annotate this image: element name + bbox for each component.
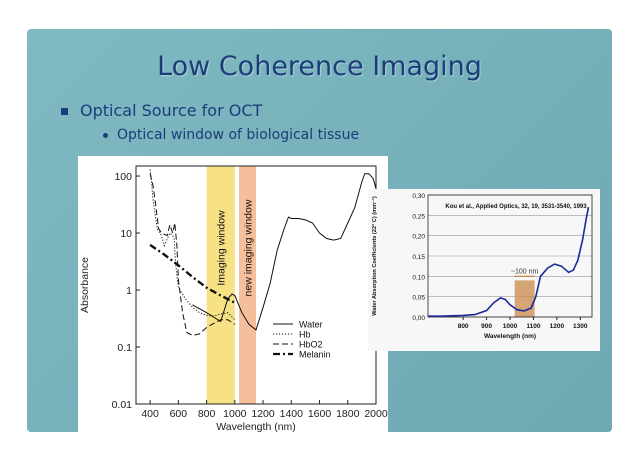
y-tick-label-1: 0,05 — [412, 295, 425, 302]
x-axis-label: Wavelength (nm) — [216, 421, 296, 432]
chart-citation: Kou et al., Applied Optics, 32, 19, 3531… — [445, 204, 587, 210]
x-tick-label-5: 1300 — [573, 323, 588, 330]
x-tick-label-2: 1000 — [503, 323, 518, 330]
bullet-level-1: Optical Source for OCT — [61, 101, 262, 120]
annotation-label: ~100 nm — [511, 268, 539, 275]
x-tick-label-7: 1800 — [336, 408, 360, 420]
legend-label-1: Hb — [299, 330, 311, 340]
bullet-level-2: Optical window of biological tissue — [103, 127, 359, 143]
bullet-1-text: Optical Source for OCT — [80, 101, 263, 120]
y-tick-label-5: 0,25 — [412, 213, 425, 220]
y-tick-label-1: 0.1 — [117, 342, 132, 354]
y-axis-label: Water Absorption Coefficients (22° C) (m… — [371, 196, 378, 316]
slide-title: Low Coherence Imaging — [157, 51, 482, 82]
legend-label-0: Water — [299, 320, 323, 330]
series-line-water — [192, 173, 377, 331]
y-tick-label-4: 100 — [114, 171, 132, 183]
x-tick-label-3: 1000 — [223, 408, 247, 420]
y-tick-label-3: 0,15 — [412, 254, 425, 261]
series-line-melanin — [149, 243, 236, 304]
band-0 — [206, 166, 235, 404]
x-tick-label-8: 2000 — [364, 408, 388, 420]
legend-label-3: Melanin — [299, 350, 331, 360]
legend-label-2: HbO2 — [299, 340, 323, 350]
x-tick-label-5: 1400 — [280, 408, 304, 420]
x-tick-label-0: 400 — [141, 408, 159, 420]
x-tick-label-6: 1600 — [308, 408, 332, 420]
absorbance-chart-panel: Imaging window new imaging window 400 600 80… — [78, 156, 388, 433]
absorbance-chart: Imaging window new imaging window 400 600 80… — [79, 165, 388, 433]
band-label-1: new imaging window — [243, 199, 255, 296]
x-tick-label-1: 600 — [170, 408, 188, 420]
series-line-hbo2 — [149, 173, 236, 336]
x-tick-label-1: 900 — [481, 323, 492, 330]
square-bullet-icon — [61, 108, 68, 115]
slide: Low Coherence Imaging Optical Source for… — [27, 29, 612, 433]
round-bullet-icon — [103, 132, 108, 138]
y-tick-label-2: 0,10 — [412, 274, 425, 281]
x-axis-label: Wavelength (nm) — [484, 333, 536, 340]
band-label-0: Imaging window — [216, 210, 228, 286]
bullet-2-text: Optical window of biological tissue — [117, 127, 360, 143]
y-tick-label-0: 0,00 — [412, 315, 425, 322]
y-tick-label-3: 10 — [120, 228, 132, 240]
x-tick-label-4: 1200 — [550, 323, 565, 330]
x-tick-label-2: 800 — [198, 408, 216, 420]
series-line-water — [428, 207, 590, 317]
x-tick-label-3: 1100 — [526, 323, 540, 330]
y-tick-label-6: 0,30 — [412, 193, 425, 200]
band-1 — [239, 166, 256, 404]
y-tick-label-4: 0,20 — [412, 234, 425, 241]
y-axis-label: Absorbance — [79, 257, 91, 313]
water-absorption-chart: 0,00 0,05 0,10 0,15 0,20 0,25 0,30 ~100 nm 800 90… — [371, 193, 593, 340]
y-tick-label-2: 1 — [126, 285, 132, 297]
x-tick-label-0: 800 — [458, 323, 469, 330]
x-tick-label-4: 1200 — [251, 408, 275, 420]
water-absorption-chart-panel: 0,00 0,05 0,10 0,15 0,20 0,25 0,30 ~100 nm 800 90… — [368, 189, 600, 351]
y-tick-label-0: 0.01 — [112, 399, 133, 411]
